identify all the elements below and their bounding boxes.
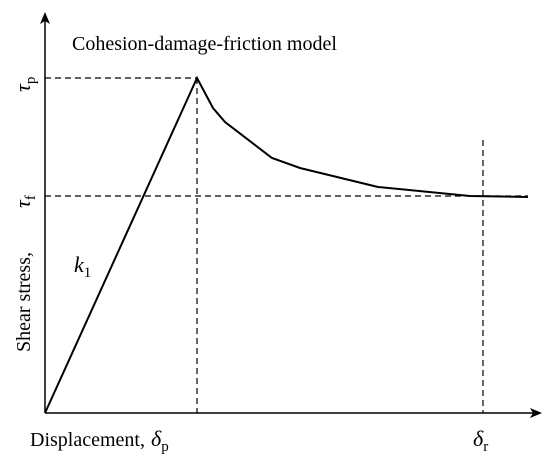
y-axis-label: Shear stress,: [13, 252, 35, 352]
subscript: p: [161, 439, 169, 455]
subscript: p: [23, 77, 39, 85]
symbol: δ: [151, 426, 162, 451]
delta-r: δr: [473, 426, 488, 455]
x-label: Displacement, δp: [30, 426, 169, 455]
symbol: τ: [10, 83, 35, 92]
title: Cohesion-damage-friction model: [72, 33, 337, 55]
symbol: k: [74, 252, 85, 277]
subscript: r: [483, 439, 488, 455]
tau-p: τp: [10, 77, 39, 92]
curve: [44, 75, 529, 414]
subscript: f: [23, 195, 39, 200]
symbol: τ: [10, 199, 35, 208]
svg-text:τp: τp: [10, 77, 39, 92]
x-axis-label: Displacement,: [30, 429, 145, 451]
y-label: Shear stress,: [13, 252, 35, 352]
tau-f: τf: [10, 195, 39, 208]
subscript: 1: [84, 265, 92, 281]
svg-text:τf: τf: [10, 195, 39, 208]
k1: k1: [74, 252, 91, 281]
symbol: δ: [473, 426, 484, 451]
